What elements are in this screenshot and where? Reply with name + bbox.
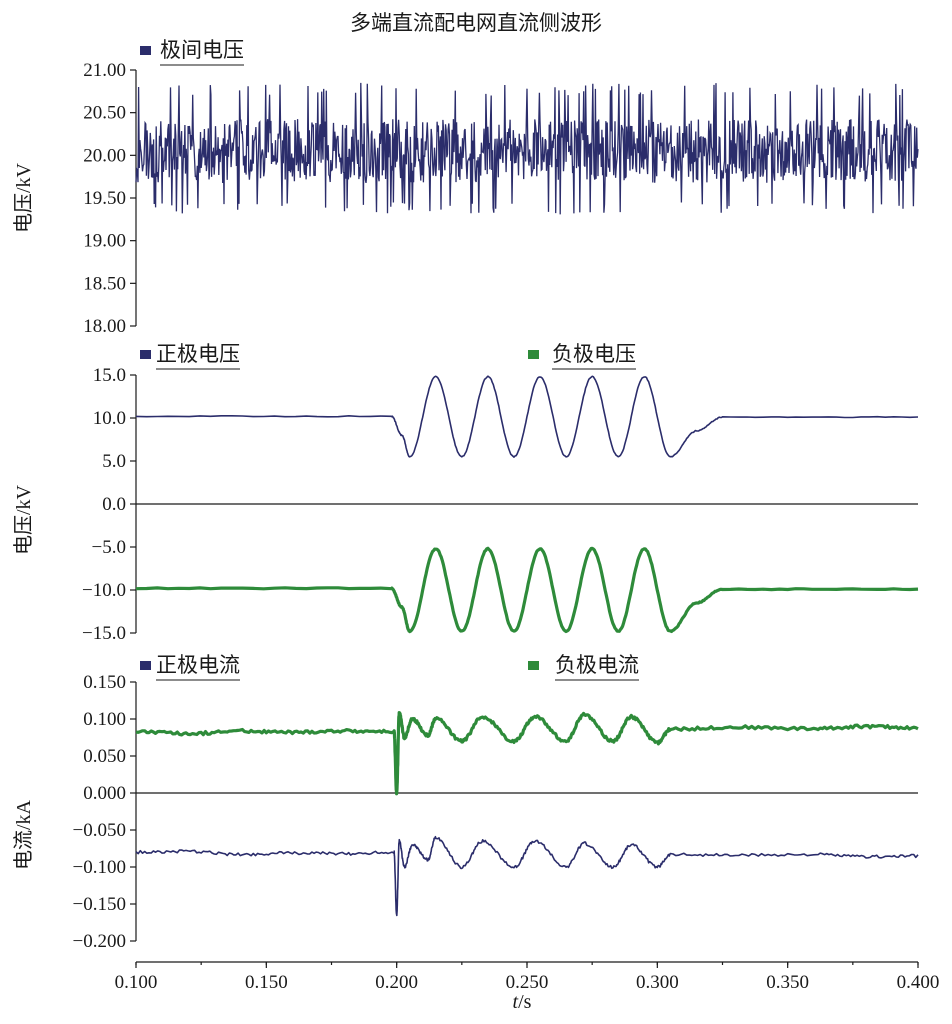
- y-tick-label: 10.0: [93, 408, 126, 429]
- chart-title: 多端直流配电网直流侧波形: [350, 11, 602, 35]
- legend-label: 正极电流: [156, 653, 240, 677]
- y-tick-label: −0.150: [73, 894, 126, 915]
- y-tick-label: 19.00: [83, 231, 126, 252]
- x-tick-label: 0.250: [506, 972, 549, 993]
- y-tick-label: 20.00: [83, 145, 126, 166]
- legend-item: 正极电流: [140, 653, 240, 681]
- legend-item: 负极电流: [528, 653, 639, 681]
- y-tick-label: 0.150: [83, 672, 126, 693]
- y-tick-label: 0.050: [83, 746, 126, 767]
- legend-item: 极间电压: [140, 38, 244, 66]
- y-tick-label: 18.50: [83, 273, 126, 294]
- x-axis-label-variable: t: [513, 991, 519, 1013]
- panel-1: 21.00 20.50 20.00 19.50 19.00 18.50 18.00 电压/kV…: [12, 38, 919, 337]
- y-tick-label: 15.0: [93, 365, 126, 386]
- chart-panels: 21.00 20.50 20.00 19.50 19.00 18.50 18.00 电压/kV…: [12, 38, 919, 952]
- x-axis-label-unit: /s: [518, 991, 532, 1013]
- y-axis-label: 电流/kA: [12, 799, 35, 870]
- x-axis: 0.100 0.150 0.200 0.250 0.300 0.350 0.400: [115, 961, 940, 993]
- x-tick-label: 0.150: [245, 972, 288, 993]
- x-tick-label: 0.300: [636, 972, 679, 993]
- y-tick-label: 18.00: [83, 316, 126, 337]
- legend-swatch: [140, 46, 151, 55]
- panel-2: 15.0 10.0 5.0 0.0 −5.0 −10.0 −15.0 电压/kV 正极电压 负极电…: [12, 342, 919, 644]
- y-tick-label: 19.50: [83, 188, 126, 209]
- series-line-负极电流: [135, 711, 919, 796]
- legend-swatch: [528, 661, 539, 670]
- series-line-正极电流: [135, 835, 919, 917]
- panel-3: 0.150 0.100 0.050 0.000 −0.050 −0.100 −0.150 −0…: [12, 653, 919, 952]
- series-line-负极电压: [135, 546, 919, 634]
- x-axis-label: t/s: [513, 991, 532, 1013]
- y-tick-label: 21.00: [83, 60, 126, 81]
- legend-swatch: [528, 350, 539, 359]
- x-tick-label: 0.100: [115, 972, 158, 993]
- y-tick-label: −5.0: [92, 537, 126, 558]
- legend-label: 极间电压: [160, 38, 244, 62]
- legend-swatch: [140, 661, 151, 670]
- y-tick-label: −0.050: [73, 820, 126, 841]
- legend-item: 正极电压: [140, 342, 240, 370]
- y-tick-label: 0.0: [102, 494, 126, 515]
- y-tick-label: −0.100: [73, 857, 126, 878]
- y-tick-label: 20.50: [83, 103, 126, 124]
- x-tick-label: 0.400: [897, 972, 940, 993]
- x-tick-label: 0.350: [766, 972, 809, 993]
- series-line-正极电压: [135, 375, 919, 458]
- y-tick-label: −10.0: [82, 580, 126, 601]
- y-axis-label: 电压/kV: [12, 162, 35, 233]
- y-tick-label: 0.100: [83, 709, 126, 730]
- y-tick-label: −15.0: [82, 623, 126, 644]
- x-tick-label: 0.200: [375, 972, 418, 993]
- y-tick-label: −0.200: [73, 931, 126, 952]
- y-axis-label: 电压/kV: [12, 484, 35, 555]
- legend-label: 负极电压: [552, 342, 636, 366]
- y-tick-label: 5.0: [102, 451, 126, 472]
- y-tick-label: 0.000: [83, 783, 126, 804]
- series-line-极间电压: [135, 82, 919, 215]
- legend-swatch: [140, 350, 151, 359]
- legend-item: 负极电压: [528, 342, 636, 370]
- legend-label: 负极电流: [555, 653, 639, 677]
- legend-label: 正极电压: [156, 342, 240, 366]
